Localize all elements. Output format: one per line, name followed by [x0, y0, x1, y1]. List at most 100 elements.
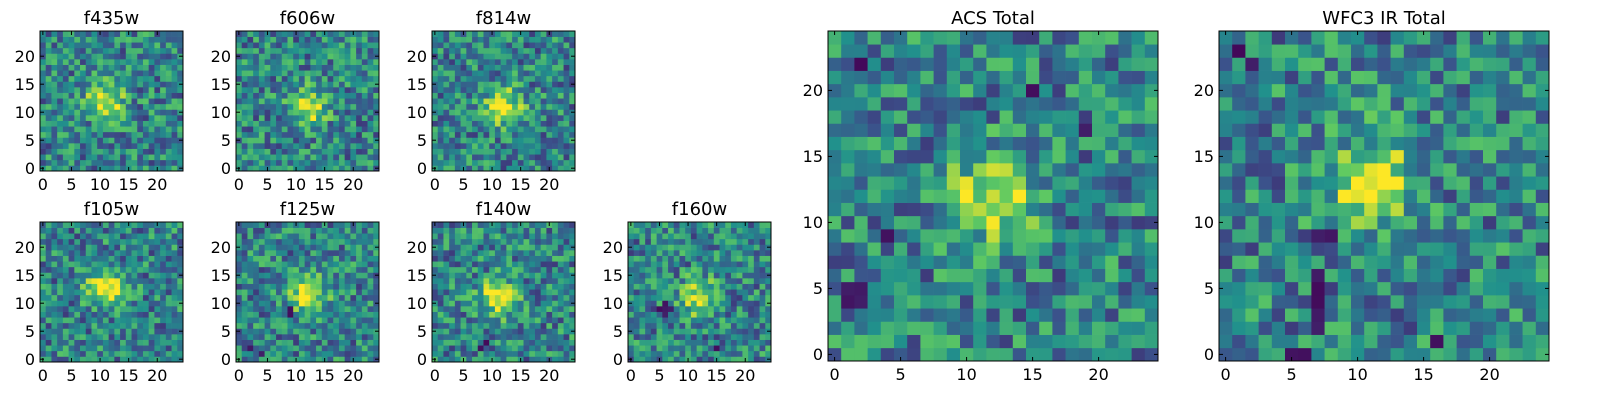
heatmap-cell	[328, 351, 334, 357]
heatmap-cell	[132, 53, 138, 59]
heatmap-cell	[432, 115, 438, 121]
heatmap-cell	[438, 154, 444, 160]
heatmap-cell	[356, 93, 362, 99]
heatmap-cell	[69, 149, 75, 155]
heatmap-cell	[645, 323, 651, 329]
heatmap-cell	[564, 222, 570, 228]
heatmap-cell	[569, 121, 575, 127]
heatmap-cell	[114, 312, 120, 318]
heatmap-cell	[137, 115, 143, 121]
heatmap-cell	[86, 81, 92, 87]
heatmap-cell	[305, 222, 311, 228]
heatmap-cell	[645, 317, 651, 323]
heatmap-cell	[69, 160, 75, 166]
heatmap-cell	[69, 261, 75, 267]
heatmap-cell	[651, 244, 657, 250]
heatmap-cell	[137, 165, 143, 171]
heatmap-cell	[495, 81, 501, 87]
heatmap-cell	[103, 48, 109, 54]
heatmap-cell	[552, 121, 558, 127]
heatmap-cell	[350, 37, 356, 43]
heatmap-cell	[63, 59, 69, 65]
heatmap-cell	[373, 295, 379, 301]
heatmap-cell	[449, 154, 455, 160]
heatmap-cell	[333, 143, 339, 149]
heatmap-cell	[166, 351, 172, 357]
heatmap-cell	[120, 323, 126, 329]
heatmap-cell	[86, 65, 92, 71]
heatmap-cell	[356, 233, 362, 239]
heatmap-cell	[973, 321, 987, 335]
heatmap-cell	[132, 233, 138, 239]
heatmap-cell	[265, 250, 271, 256]
heatmap-cell	[651, 317, 657, 323]
heatmap-cell	[51, 115, 57, 121]
heatmap-cell	[265, 340, 271, 346]
heatmap-cell	[541, 143, 547, 149]
heatmap-cell	[97, 65, 103, 71]
heatmap-cell	[57, 345, 63, 351]
heatmap-cell	[668, 222, 674, 228]
heatmap-cell	[339, 165, 345, 171]
heatmap-cell	[535, 137, 541, 143]
heatmap-cell	[1013, 229, 1027, 243]
heatmap-cell	[322, 154, 328, 160]
heatmap-cell	[529, 98, 535, 104]
heatmap-cell	[253, 345, 259, 351]
heatmap-cell	[259, 228, 265, 234]
heatmap-cell	[57, 115, 63, 121]
heatmap-cell	[472, 300, 478, 306]
heatmap-cell	[282, 340, 288, 346]
heatmap-cell	[350, 300, 356, 306]
heatmap-cell	[282, 334, 288, 340]
heatmap-cell	[564, 323, 570, 329]
heatmap-cell	[645, 233, 651, 239]
heatmap-cell	[725, 345, 731, 351]
heatmap-cell	[368, 334, 374, 340]
heatmap-cell	[310, 284, 316, 290]
heatmap-cell	[714, 278, 720, 284]
heatmap-cell	[973, 282, 987, 296]
heatmap-cell	[524, 87, 530, 93]
heatmap-cell	[748, 328, 754, 334]
heatmap-cell	[478, 256, 484, 262]
heatmap-cell	[137, 37, 143, 43]
heatmap-cell	[305, 250, 311, 256]
heatmap-cell	[478, 300, 484, 306]
heatmap-cell	[350, 295, 356, 301]
heatmap-cell	[535, 239, 541, 245]
heatmap-cell	[149, 256, 155, 262]
heatmap-cell	[754, 239, 760, 245]
heatmap-cell	[270, 345, 276, 351]
heatmap-cell	[305, 160, 311, 166]
heatmap-cell	[1066, 203, 1080, 217]
heatmap-cell	[293, 149, 299, 155]
heatmap-cell	[299, 87, 305, 93]
heatmap-cell	[569, 98, 575, 104]
heatmap-cell	[126, 289, 132, 295]
heatmap-cell	[242, 306, 248, 312]
heatmap-cell	[512, 132, 518, 138]
heatmap-cell	[720, 228, 726, 234]
heatmap-cell	[443, 295, 449, 301]
heatmap-cell	[868, 295, 882, 309]
heatmap-cell	[316, 165, 322, 171]
heatmap-cell	[242, 267, 248, 273]
heatmap-cell	[63, 256, 69, 262]
heatmap-cell	[270, 272, 276, 278]
heatmap-cell	[518, 115, 524, 121]
x-tick-label: 5	[66, 175, 76, 194]
heatmap-cell	[51, 295, 57, 301]
heatmap-cell	[69, 37, 75, 43]
heatmap-cell	[986, 176, 1000, 190]
heatmap-cell	[46, 300, 52, 306]
heatmap-cell	[126, 300, 132, 306]
heatmap-cell	[449, 328, 455, 334]
heatmap-cell	[299, 42, 305, 48]
heatmap-cell	[40, 37, 46, 43]
heatmap-cell	[74, 81, 80, 87]
heatmap-cell	[247, 250, 253, 256]
heatmap-cell	[345, 306, 351, 312]
heatmap-cell	[947, 335, 961, 349]
heatmap-cell	[868, 335, 882, 349]
